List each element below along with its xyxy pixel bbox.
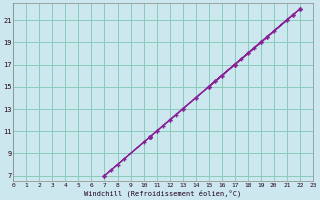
X-axis label: Windchill (Refroidissement éolien,°C): Windchill (Refroidissement éolien,°C) [84,189,242,197]
